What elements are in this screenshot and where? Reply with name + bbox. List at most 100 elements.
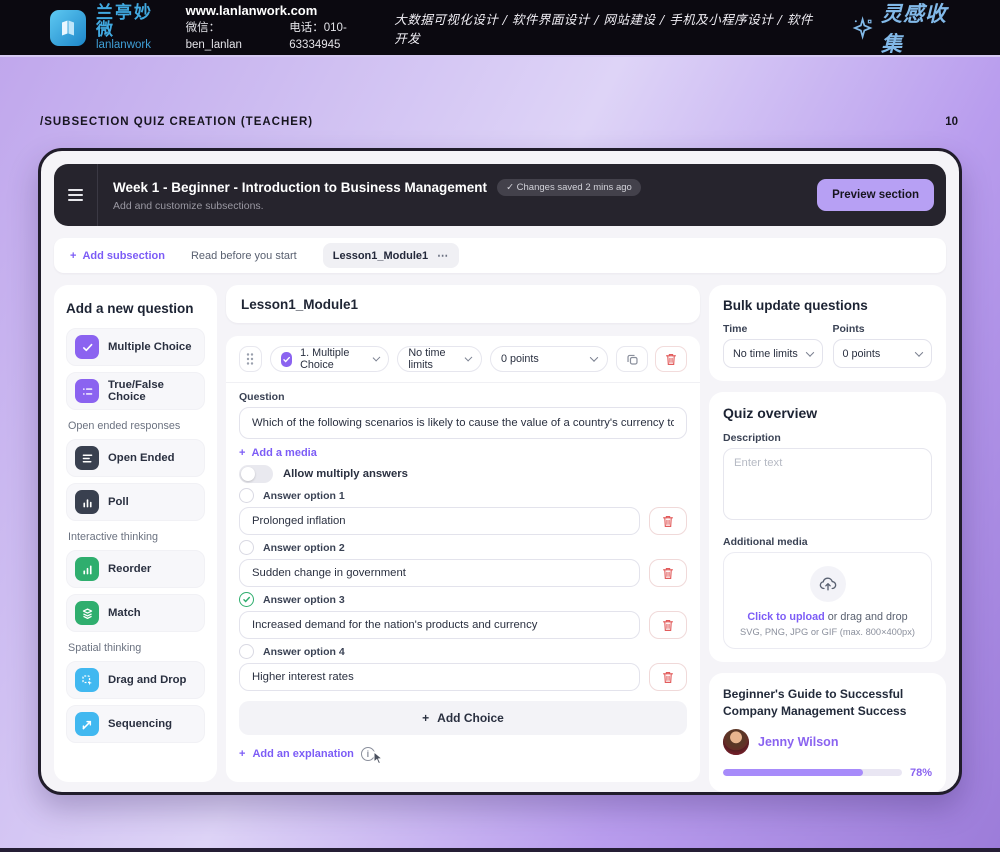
answer-radio[interactable] bbox=[239, 488, 254, 503]
section-header-text: Week 1 - Beginner - Introduction to Busi… bbox=[113, 178, 641, 212]
menu-button[interactable] bbox=[54, 164, 98, 226]
bulk-points-select[interactable]: 0 points bbox=[832, 339, 932, 368]
answer-radio[interactable] bbox=[239, 644, 254, 659]
progress-track bbox=[723, 769, 902, 777]
promo-topbar: 兰亭妙微 lanlanwork www.lanlanwork.com 微信：be… bbox=[0, 0, 1000, 57]
question-type-drag-and-drop[interactable]: Drag and Drop bbox=[66, 661, 205, 699]
progress-row: 78% bbox=[723, 767, 932, 779]
preview-section-button[interactable]: Preview section bbox=[817, 179, 934, 211]
time-label: Time bbox=[723, 323, 748, 335]
question-type-open-ended[interactable]: Open Ended bbox=[66, 439, 205, 477]
question-text-input[interactable] bbox=[239, 407, 687, 439]
answer-option-input[interactable] bbox=[239, 559, 640, 587]
allow-multiple-toggle[interactable] bbox=[239, 465, 273, 483]
answer-option-input[interactable] bbox=[239, 507, 640, 535]
question-type-true-false[interactable]: True/False Choice bbox=[66, 372, 205, 410]
wechat-contact: 微信：ben_lanlan bbox=[185, 22, 242, 52]
plus-icon: + bbox=[239, 447, 246, 459]
bulk-time-select[interactable]: No time limits bbox=[723, 339, 823, 368]
question-type-sequencing[interactable]: Sequencing bbox=[66, 705, 205, 743]
time-limit-select[interactable]: No time limits bbox=[397, 346, 482, 372]
answer-option-input[interactable] bbox=[239, 611, 640, 639]
bar-chart-icon bbox=[75, 490, 99, 514]
delete-question-button[interactable] bbox=[655, 346, 687, 372]
ascending-bars-icon bbox=[75, 557, 99, 581]
checklist-icon bbox=[75, 379, 99, 403]
answer-option-label: Answer option 1 bbox=[263, 489, 345, 502]
author-avatar bbox=[723, 728, 749, 755]
add-choice-button[interactable]: + Add Choice bbox=[239, 701, 687, 735]
bottom-edge-strip bbox=[0, 848, 1000, 852]
divider bbox=[226, 382, 700, 383]
question-type-reorder[interactable]: Reorder bbox=[66, 550, 205, 588]
points-label: Points bbox=[832, 323, 865, 335]
answer-radio-checked[interactable] bbox=[239, 592, 254, 607]
description-textarea[interactable] bbox=[723, 448, 932, 520]
additional-media-label: Additional media bbox=[723, 536, 808, 548]
question-type-sidebar: Add a new question Multiple Choice True bbox=[54, 285, 217, 782]
delete-option-button[interactable] bbox=[649, 507, 687, 535]
website-url: www.lanlanwork.com bbox=[185, 2, 318, 18]
delete-option-button[interactable] bbox=[649, 663, 687, 691]
answer-option: Answer option 2 bbox=[239, 540, 687, 587]
chevron-down-icon bbox=[914, 347, 924, 357]
media-upload-dropzone[interactable]: Click to upload or drag and drop SVG, PN… bbox=[723, 552, 932, 649]
group-label-spatial: Spatial thinking bbox=[68, 642, 142, 654]
layers-icon bbox=[75, 601, 99, 625]
section-title: Week 1 - Beginner - Introduction to Busi… bbox=[113, 179, 488, 195]
author-name[interactable]: Jenny Wilson bbox=[758, 734, 839, 749]
answer-option-input[interactable] bbox=[239, 663, 640, 691]
question-type-multiple-choice[interactable]: Multiple Choice bbox=[66, 328, 205, 366]
brand-name-cn: 兰亭妙微 bbox=[96, 2, 153, 40]
bulk-update-card: Bulk update questions Time No time limit… bbox=[709, 285, 946, 381]
module-title-card[interactable]: Lesson1_Module1 bbox=[226, 285, 700, 323]
delete-option-button[interactable] bbox=[649, 559, 687, 587]
answer-option-label: Answer option 4 bbox=[263, 645, 345, 658]
tab-menu-dots-icon[interactable]: ⋯ bbox=[437, 250, 450, 262]
services-list: 大数据可视化设计 / 软件界面设计 / 网站建设 / 手机及小程序设计 / 软件… bbox=[394, 11, 813, 46]
duplicate-question-button[interactable] bbox=[616, 346, 648, 372]
text-lines-icon bbox=[75, 446, 99, 470]
answer-option: Answer option 1 bbox=[239, 488, 687, 535]
question-type-poll[interactable]: Poll bbox=[66, 483, 205, 521]
answer-option-correct: Answer option 3 bbox=[239, 592, 687, 639]
allow-multiple-row: Allow multiply answers bbox=[239, 465, 687, 483]
question-type-select[interactable]: 1. Multiple Choice bbox=[269, 346, 390, 372]
section-subtitle: Add and customize subsections. bbox=[113, 199, 264, 212]
question-toolbar: 1. Multiple Choice No time limits 0 poin… bbox=[239, 346, 687, 372]
course-title: Beginner's Guide to Successful Company M… bbox=[723, 687, 907, 718]
collect-label: 灵感收集 bbox=[880, 0, 947, 56]
page-number: 10 bbox=[945, 116, 958, 128]
quiz-overview-title: Quiz overview bbox=[723, 405, 818, 421]
allow-multiple-label: Allow multiply answers bbox=[283, 468, 408, 480]
group-label-interactive: Interactive thinking bbox=[68, 531, 159, 543]
question-type-match[interactable]: Match bbox=[66, 594, 205, 632]
delete-option-button[interactable] bbox=[649, 611, 687, 639]
course-progress-card: Beginner's Guide to Successful Company M… bbox=[709, 673, 946, 792]
tab-read-before-you-start[interactable]: Read before you start bbox=[190, 249, 297, 262]
tab-lesson1-module1[interactable]: Lesson1_Module1 ⋯ bbox=[322, 243, 460, 268]
drag-handle[interactable] bbox=[239, 346, 262, 372]
answer-option-label: Answer option 3 bbox=[263, 593, 345, 606]
site-contact-block: www.lanlanwork.com 微信：ben_lanlan 电话：010-… bbox=[186, 1, 395, 55]
subsection-tabbar: + Add subsection Read before you start L… bbox=[54, 238, 946, 273]
drag-drop-icon bbox=[75, 668, 99, 692]
question-label: Question bbox=[239, 391, 285, 403]
click-to-upload-link[interactable]: Click to upload bbox=[747, 611, 825, 623]
phone-contact: 电话：010-63334945 bbox=[289, 22, 347, 52]
add-explanation-button[interactable]: + Add an explanation i bbox=[239, 745, 687, 765]
points-select[interactable]: 0 points bbox=[490, 346, 608, 372]
answer-radio[interactable] bbox=[239, 540, 254, 555]
sparkle-star-icon bbox=[852, 15, 873, 40]
chevron-down-icon bbox=[589, 353, 599, 362]
progress-percent: 78% bbox=[909, 766, 932, 779]
brand-names: 兰亭妙微 lanlanwork bbox=[96, 2, 170, 52]
answer-option: Answer option 4 bbox=[239, 644, 687, 691]
add-subsection-label: Add subsection bbox=[82, 249, 165, 262]
add-subsection-button[interactable]: + Add subsection bbox=[70, 250, 165, 262]
quiz-creation-window: Week 1 - Beginner - Introduction to Busi… bbox=[38, 148, 962, 795]
description-label: Description bbox=[723, 432, 781, 444]
chevron-down-icon bbox=[372, 353, 380, 362]
add-media-button[interactable]: + Add a media bbox=[239, 447, 317, 459]
